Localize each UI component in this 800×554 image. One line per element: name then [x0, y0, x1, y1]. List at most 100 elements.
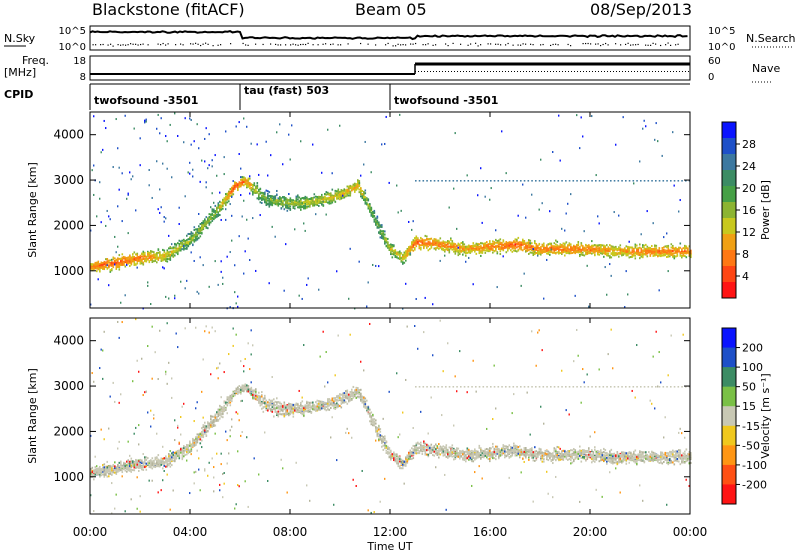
range-gate-cell [315, 213, 317, 216]
range-gate-cell [466, 247, 469, 250]
range-gate-cell [217, 213, 220, 216]
range-gate-cell [615, 245, 617, 248]
range-gate-cell [157, 113, 159, 116]
range-gate-cell [309, 205, 311, 208]
range-gate-cell [105, 258, 107, 261]
range-gate-cell [390, 243, 392, 246]
range-gate-cell [604, 266, 606, 269]
nave-point [688, 71, 689, 72]
range-gate-cell [138, 370, 140, 373]
nave-point [550, 71, 551, 72]
range-gate-cell [99, 475, 101, 478]
range-gate-cell [178, 206, 180, 209]
range-gate-cell [253, 184, 256, 187]
range-gate-cell [120, 469, 122, 472]
nave-point [637, 71, 638, 72]
range-gate-cell [552, 251, 554, 254]
range-gate-cell [621, 250, 623, 253]
range-gate-cell [423, 246, 425, 249]
range-gate-cell [316, 196, 319, 199]
range-gate-cell [385, 238, 388, 241]
range-gate-cell [280, 198, 283, 201]
range-gate-cell [489, 240, 491, 243]
nsearch-point [175, 44, 177, 46]
range-gate-cell [147, 457, 149, 460]
range-gate-cell [336, 190, 338, 193]
range-gate-cell [159, 459, 161, 462]
range-gate-cell [445, 180, 447, 182]
range-gate-cell [117, 205, 119, 208]
range-gate-cell [262, 194, 265, 197]
nave-point [445, 71, 446, 72]
range-gate-cell [597, 250, 599, 253]
range-gate-cell [609, 244, 611, 247]
range-gate-cell [138, 459, 140, 462]
range-gate-cell [433, 239, 436, 242]
range-gate-cell [168, 297, 170, 300]
range-gate-cell [246, 186, 248, 189]
range-gate-cell [561, 249, 563, 252]
range-gate-cell [625, 254, 628, 257]
range-gate-cell [367, 207, 370, 210]
range-gate-cell [151, 463, 154, 466]
range-gate-cell [163, 251, 166, 254]
range-gate-cell [115, 264, 118, 267]
range-gate-cell [657, 255, 659, 258]
range-gate-cell [516, 238, 518, 241]
range-gate-cell [579, 250, 581, 253]
cpid-strip: CPID twofsound -3501 tau (fast) 503 twof… [4, 83, 690, 110]
range-gate-cell [211, 192, 213, 195]
range-gate-cell [555, 252, 557, 255]
range-gate-cell [306, 200, 308, 203]
range-gate-cell [294, 204, 296, 207]
range-gate-cell [634, 254, 637, 257]
range-gate-cell [415, 235, 418, 238]
range-gate-cell [165, 256, 167, 259]
range-gate-cell [117, 257, 119, 260]
range-gate-cell [493, 242, 496, 245]
range-gate-cell [583, 254, 586, 257]
nave-point [682, 71, 683, 72]
range-gate-cell [472, 283, 474, 286]
range-gate-cell [459, 250, 461, 253]
range-gate-cell [240, 178, 242, 181]
nave-point [526, 71, 527, 72]
range-gate-cell [457, 254, 460, 257]
range-gate-cell [433, 180, 436, 182]
range-gate-cell [360, 193, 362, 196]
range-gate-cell [606, 180, 608, 182]
range-gate-cell [613, 251, 616, 254]
range-gate-cell [282, 200, 284, 203]
range-gate-cell [127, 258, 130, 261]
nsearch-point [312, 44, 314, 46]
range-gate-cell [265, 189, 268, 192]
range-gate-cell [192, 175, 194, 178]
range-gate-cell [670, 251, 673, 254]
range-gate-cell [637, 253, 640, 256]
range-gate-cell [160, 117, 162, 120]
nsearch-point [467, 44, 469, 46]
range-gate-cell [411, 228, 413, 231]
nave-point [619, 71, 620, 72]
range-gate-cell [409, 247, 412, 250]
beam-title: Beam 05 [355, 0, 427, 19]
range-gate-cell [112, 465, 115, 468]
range-gate-cell [348, 297, 350, 300]
range-gate-cell [304, 197, 307, 200]
range-gate-cell [454, 245, 457, 248]
range-gate-cell [163, 464, 166, 467]
range-gate-cell [651, 252, 653, 255]
range-gate-cell [634, 244, 637, 247]
range-gate-cell [156, 256, 158, 259]
range-gate-cell [501, 248, 503, 251]
range-gate-cell [150, 254, 152, 257]
range-gate-cell [495, 245, 497, 248]
range-gate-cell [102, 468, 104, 471]
range-gate-cell [529, 242, 531, 245]
range-gate-cell [132, 253, 134, 256]
range-gate-cell [99, 268, 101, 271]
nsearch-point [557, 44, 559, 46]
range-gate-cell [331, 196, 334, 199]
range-gate-cell [628, 251, 631, 254]
range-gate-cell [501, 245, 503, 248]
